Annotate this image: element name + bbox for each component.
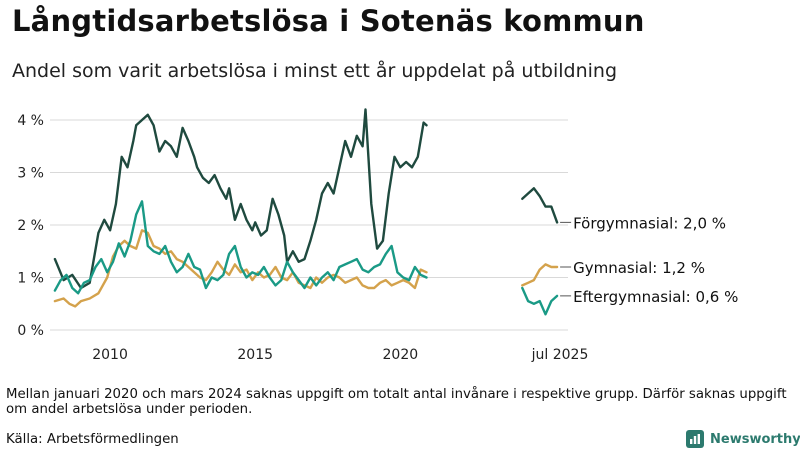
series-line-förgymnasial bbox=[521, 187, 559, 224]
line-chart: 0 % 1 % 2 % 3 % 4 % 2010 2015 2020 jul 2025 Förgy… bbox=[17, 108, 738, 363]
y-tick-label: 4 % bbox=[17, 113, 44, 129]
y-tick-label: 0 % bbox=[17, 323, 44, 339]
source-text: Källa: Arbetsförmedlingen bbox=[6, 432, 179, 447]
series-line-förgymnasial bbox=[53, 108, 428, 290]
end-label-gymnasial: Gymnasial: 1,2 % bbox=[573, 259, 705, 277]
x-tick-label: 2010 bbox=[92, 347, 128, 363]
chart-subtitle: Andel som varit arbetslösa i minst ett å… bbox=[12, 60, 618, 82]
chart-title: Långtidsarbetslösa i Sotenäs kommun bbox=[12, 4, 645, 38]
y-tick-label: 1 % bbox=[17, 271, 44, 287]
newsworthy-icon bbox=[686, 430, 704, 448]
series-line-gymnasial bbox=[521, 263, 559, 287]
y-tick-label: 3 % bbox=[17, 166, 44, 182]
series-line-eftergymnasial bbox=[521, 286, 559, 316]
series-line-gymnasial bbox=[53, 229, 428, 308]
end-label-eftergymnasial: Eftergymnasial: 0,6 % bbox=[573, 288, 738, 306]
series-line-eftergymnasial bbox=[53, 200, 428, 295]
y-tick-label: 2 % bbox=[17, 218, 44, 234]
x-tick-label: jul 2025 bbox=[531, 347, 589, 363]
footnote: Mellan januari 2020 och mars 2024 saknas… bbox=[6, 387, 787, 417]
x-tick-label: 2015 bbox=[237, 347, 273, 363]
x-tick-label: 2020 bbox=[383, 347, 419, 363]
brand-logo[interactable]: Newsworthy bbox=[686, 430, 800, 448]
end-label-förgymnasial: Förgymnasial: 2,0 % bbox=[573, 214, 726, 232]
brand-name: Newsworthy bbox=[710, 431, 800, 447]
